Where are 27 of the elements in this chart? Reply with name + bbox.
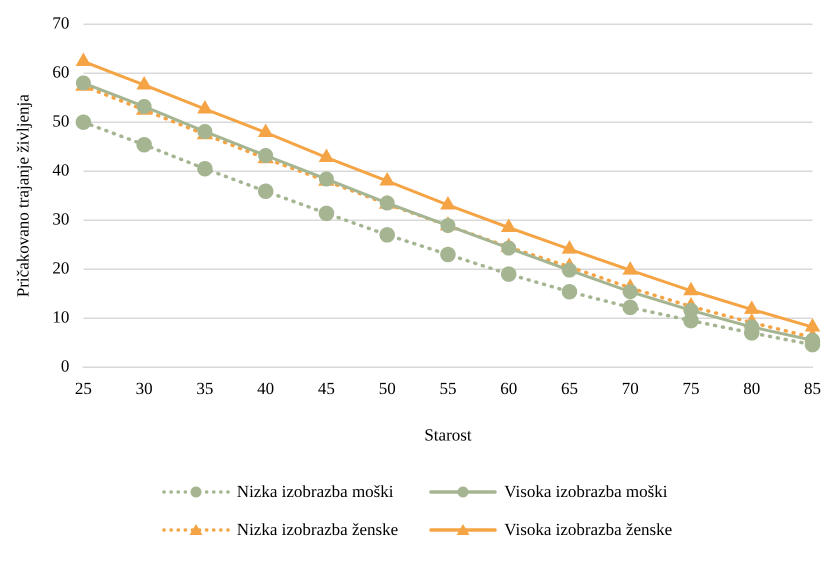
x-axis-title: Starost (424, 425, 472, 444)
y-tick-label: 0 (60, 356, 70, 376)
legend-label: Visoka izobrazba moški (504, 482, 668, 502)
x-tick-label: 40 (257, 378, 274, 398)
x-tick-label: 65 (560, 378, 578, 398)
x-tick-label: 85 (804, 378, 821, 398)
x-tick-label: 45 (318, 378, 335, 398)
x-tick-label: 75 (682, 378, 700, 398)
x-tick-label: 30 (136, 378, 153, 398)
x-tick-label: 80 (743, 378, 760, 398)
x-tick-label: 55 (439, 378, 456, 398)
y-tick-label: 60 (52, 62, 70, 82)
x-tick-label: 50 (378, 378, 396, 398)
y-tick-label: 10 (52, 308, 70, 327)
x-tick-label: 35 (196, 378, 214, 398)
legend-label: Nizka izobrazba ženske (236, 520, 398, 540)
y-tick-label: 30 (52, 210, 70, 229)
x-tick-label: 60 (500, 378, 518, 398)
y-tick-label: 70 (52, 14, 70, 33)
y-tick-label: 50 (52, 112, 70, 131)
y-tick-label: 20 (52, 258, 70, 278)
x-tick-label: 70 (622, 378, 639, 398)
y-tick-label: 40 (52, 160, 70, 180)
legend-label: Nizka izobrazba moški (236, 482, 394, 502)
x-tick-label: 25 (74, 378, 92, 398)
y-axis-title: Pričakovano trajanje življenja (14, 94, 33, 298)
legend-label: Visoka izobrazba ženske (504, 520, 672, 540)
